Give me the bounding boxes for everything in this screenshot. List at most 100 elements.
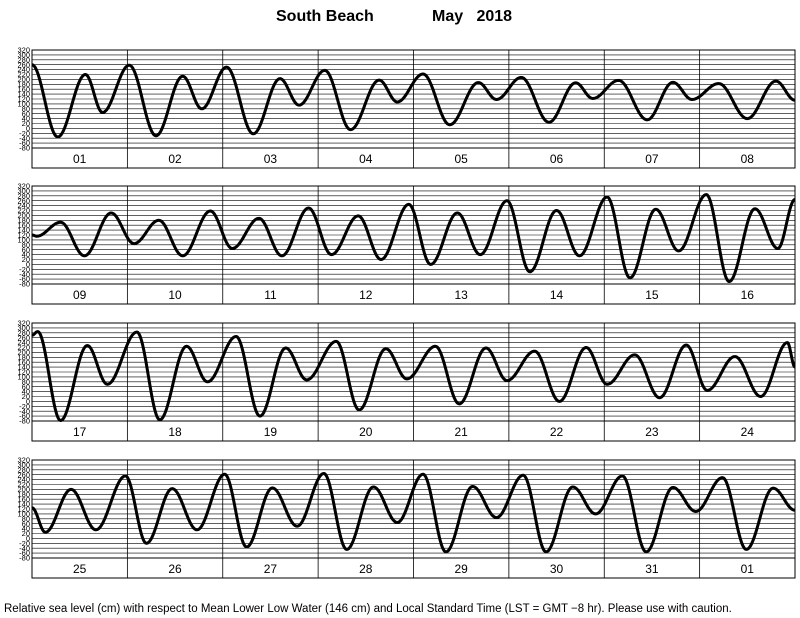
y-tick-label: 180 (17, 80, 30, 89)
y-tick-label: 40 (22, 250, 30, 259)
y-tick-label: 0 (26, 397, 30, 406)
chart-title-date: May 2018 (432, 8, 512, 25)
day-label: 25 (73, 562, 87, 576)
y-tick-label: 260 (17, 60, 30, 69)
day-label: 19 (264, 425, 278, 439)
y-tick-label: 200 (17, 485, 30, 494)
day-label: 14 (550, 288, 564, 302)
tide-line (31, 63, 796, 139)
y-tick-label: 40 (22, 387, 30, 396)
y-tick-label: 240 (17, 338, 30, 347)
y-tick-label: 220 (17, 70, 30, 79)
y-tick-label: 260 (17, 470, 30, 479)
y-tick-label: 300 (17, 461, 30, 470)
day-label: 15 (645, 288, 659, 302)
y-tick-label: 240 (17, 201, 30, 210)
y-tick-label: 320 (17, 182, 30, 191)
y-tick-label: 160 (17, 85, 30, 94)
panel: -80-60-40-200204060801001201401601802002… (17, 46, 796, 169)
y-tick-label: 120 (17, 368, 30, 377)
y-tick-label: 300 (17, 324, 30, 333)
day-label: 21 (455, 425, 469, 439)
y-tick-label: 220 (17, 343, 30, 352)
y-tick-label: 180 (17, 353, 30, 362)
day-label: 08 (741, 152, 755, 166)
y-tick-label: 140 (17, 500, 30, 509)
y-tick-label: 20 (22, 392, 30, 401)
y-tick-label: -20 (19, 265, 30, 274)
day-label: 28 (359, 562, 373, 576)
day-label: 30 (550, 562, 564, 576)
y-tick-label: 40 (22, 114, 30, 123)
day-label: 18 (168, 425, 182, 439)
y-tick-label: 240 (17, 475, 30, 484)
day-label: 05 (455, 152, 469, 166)
y-tick-label: 0 (26, 534, 30, 543)
day-label: 03 (264, 152, 278, 166)
day-label: 01 (73, 152, 87, 166)
y-tick-label: 320 (17, 46, 30, 55)
y-tick-label: 120 (17, 505, 30, 514)
y-tick-label: -40 (19, 270, 30, 279)
y-tick-label: 0 (26, 260, 30, 269)
y-tick-label: -80 (19, 144, 30, 153)
day-label: 26 (168, 562, 182, 576)
y-tick-label: -40 (19, 134, 30, 143)
y-tick-label: 160 (17, 495, 30, 504)
y-tick-label: 140 (17, 363, 30, 372)
day-label: 23 (645, 425, 659, 439)
y-tick-label: -40 (19, 544, 30, 553)
y-tick-label: 20 (22, 529, 30, 538)
day-label: 01 (741, 562, 755, 576)
y-tick-label: 200 (17, 211, 30, 220)
y-tick-label: 160 (17, 358, 30, 367)
y-tick-label: 100 (17, 100, 30, 109)
y-tick-label: -60 (19, 412, 30, 421)
y-tick-label: 100 (17, 510, 30, 519)
day-label: 12 (359, 288, 373, 302)
y-tick-label: -80 (19, 280, 30, 289)
y-tick-label: 80 (22, 377, 30, 386)
y-tick-label: -20 (19, 129, 30, 138)
day-label: 24 (741, 425, 755, 439)
y-tick-label: -80 (19, 554, 30, 563)
y-tick-label: 20 (22, 119, 30, 128)
y-tick-label: -80 (19, 417, 30, 426)
y-tick-label: 200 (17, 75, 30, 84)
day-label: 09 (73, 288, 87, 302)
y-tick-label: 40 (22, 524, 30, 533)
y-tick-label: 60 (22, 109, 30, 118)
y-tick-label: 220 (17, 206, 30, 215)
day-label: 17 (73, 425, 87, 439)
y-tick-label: 260 (17, 196, 30, 205)
y-tick-label: 120 (17, 231, 30, 240)
y-tick-label: -60 (19, 139, 30, 148)
y-tick-label: 200 (17, 348, 30, 357)
y-tick-label: 280 (17, 328, 30, 337)
tide-line (30, 330, 797, 423)
day-label: 04 (359, 152, 373, 166)
y-tick-label: 100 (17, 236, 30, 245)
day-label: 31 (645, 562, 659, 576)
y-tick-label: -40 (19, 407, 30, 416)
y-tick-label: 320 (17, 319, 30, 328)
y-tick-label: -60 (19, 549, 30, 558)
day-label: 16 (741, 288, 755, 302)
y-tick-label: 280 (17, 465, 30, 474)
y-tick-label: 120 (17, 95, 30, 104)
tide-line (31, 471, 796, 554)
y-tick-label: 100 (17, 373, 30, 382)
day-label: 11 (264, 288, 277, 302)
y-tick-label: 180 (17, 216, 30, 225)
chart-title-location: South Beach (276, 8, 374, 25)
day-label: 22 (550, 425, 564, 439)
y-tick-label: 260 (17, 333, 30, 342)
panels: -80-60-40-200204060801001201401601802002… (17, 46, 797, 579)
y-tick-label: 300 (17, 187, 30, 196)
y-tick-label: 220 (17, 480, 30, 489)
y-tick-label: -20 (19, 402, 30, 411)
y-tick-label: 80 (22, 514, 30, 523)
y-tick-label: 20 (22, 255, 30, 264)
y-tick-label: 0 (26, 124, 30, 133)
y-tick-label: 60 (22, 382, 30, 391)
